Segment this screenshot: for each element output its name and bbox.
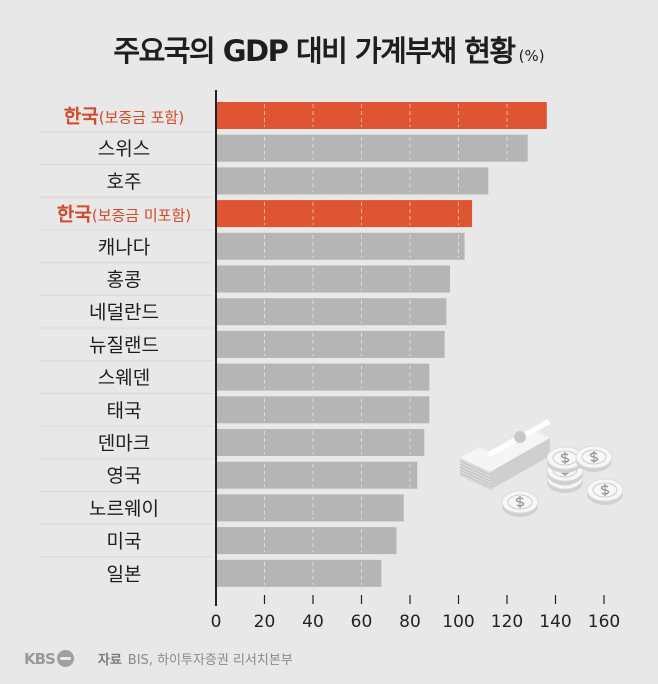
category-main: 네덜란드 [89,302,159,324]
title-unit: (%) [518,47,545,65]
bar-9 [216,396,430,424]
x-tick-label: 80 [399,612,421,632]
category-main: 뉴질랜드 [89,334,159,356]
category-label-12: 노르웨이 [89,498,159,520]
category-main: 한국 [57,204,92,226]
category-main: 호주 [107,171,142,193]
bar-1 [216,134,528,162]
category-label-10: 덴마크 [98,433,150,455]
category-main: 덴마크 [98,433,150,455]
kbs-logo-icon [56,650,74,667]
category-main: 미국 [107,531,142,553]
category-label-14: 일본 [107,563,142,585]
category-label-5: 홍콩 [107,269,142,291]
bar-14 [216,559,382,587]
category-main: 태국 [107,400,142,422]
kbs-logo-text: KBS [24,649,56,668]
x-tick-label: 140 [539,612,571,632]
x-tick-label: 60 [351,612,373,632]
footer: KBS 자료 BIS, 하이투자증권 리서치본부 [24,649,293,669]
category-label-1: 스위스 [98,138,150,160]
category-sub: (보증금 포함) [99,109,184,127]
category-main: 스위스 [98,138,150,160]
category-label-13: 미국 [107,531,142,553]
category-main: 노르웨이 [89,498,159,520]
bar-12 [216,494,404,522]
bar-4 [216,232,465,260]
bar-8 [216,363,430,391]
category-label-0: 한국(보증금 포함) [64,106,184,128]
title-text: 주요국의 GDP 대비 가계부채 현황 [113,34,516,68]
money-stack-and-coins-icon [459,414,624,517]
x-tick-label: 160 [588,612,620,632]
bar-6 [216,298,447,326]
bar-0 [216,102,547,129]
x-tick-label: 20 [254,612,276,632]
category-label-4: 캐나다 [98,236,150,258]
category-main: 영국 [107,465,142,487]
category-main: 캐나다 [98,236,150,258]
x-tick-label: 120 [491,612,523,632]
bar-7 [216,330,445,358]
source-text: BIS, 하이투자증권 리서치본부 [127,653,293,668]
x-tick-label: 40 [302,612,324,632]
bar-11 [216,461,418,489]
category-label-8: 스웨덴 [98,367,150,389]
category-main: 한국 [64,106,99,128]
category-main: 일본 [107,563,142,585]
category-label-2: 호주 [107,171,142,193]
category-label-11: 영국 [107,465,142,487]
category-label-3: 한국(보증금 미포함) [57,204,191,226]
x-tick-label: 100 [442,612,474,632]
bar-10 [216,429,425,456]
category-label-9: 태국 [107,400,142,422]
source-label: 자료 [97,653,122,668]
chart-title: 주요국의 GDP 대비 가계부채 현황 (%) [0,28,658,70]
category-main: 스웨덴 [98,367,150,389]
category-label-7: 뉴질랜드 [89,334,159,356]
x-tick-label: 0 [211,612,222,632]
bar-2 [216,167,489,195]
category-sub: (보증금 미포함) [92,207,191,225]
bar-5 [216,265,451,293]
bar-3 [216,200,473,228]
category-main: 홍콩 [107,269,142,291]
category-label-6: 네덜란드 [89,302,159,324]
bar-13 [216,527,397,555]
